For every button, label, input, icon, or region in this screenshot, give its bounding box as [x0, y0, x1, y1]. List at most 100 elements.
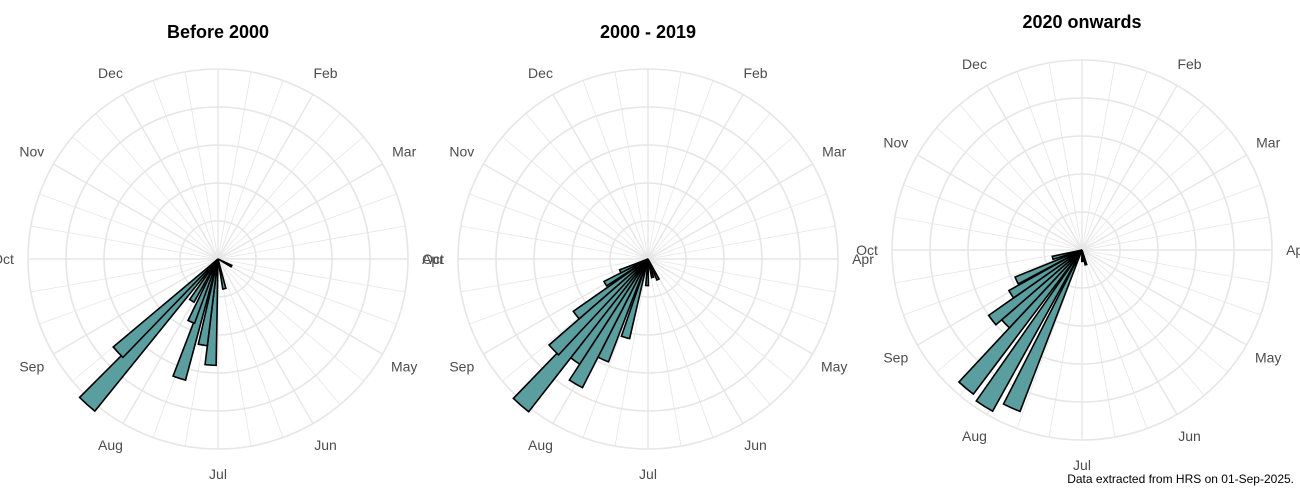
- grid-spoke: [217, 258, 383, 355]
- grid-spoke: [30, 225, 219, 260]
- grid-spoke: [217, 258, 406, 293]
- grid-spoke: [552, 94, 649, 260]
- month-label-aug: Aug: [98, 437, 123, 453]
- rose-panel-2: 2000 - 2019 Feb Mar Apr May Jun Jul Aug Sep Oct No…: [422, 22, 874, 482]
- grid-spoke: [1081, 104, 1205, 251]
- grid-spoke: [39, 193, 219, 260]
- grid-spoke: [647, 225, 836, 260]
- grid-spoke: [1081, 62, 1116, 251]
- rose-bar: [618, 258, 649, 274]
- rose-bar: [987, 249, 1083, 326]
- month-label-oct: Oct: [0, 251, 14, 267]
- rose-bar: [547, 258, 649, 357]
- rose-bar: [644, 258, 650, 287]
- month-label-oct: Oct: [422, 251, 444, 267]
- grid-spoke: [917, 154, 1083, 251]
- grid-spoke: [217, 94, 314, 260]
- rose-bar: [975, 249, 1083, 413]
- grid-spoke: [647, 258, 836, 293]
- month-label-apr: Apr: [1286, 242, 1300, 258]
- month-label-mar: Mar: [822, 144, 846, 160]
- grid-spoke: [217, 258, 284, 438]
- panel-title: Before 2000: [167, 22, 269, 42]
- grid-spoke: [469, 193, 649, 260]
- month-label-dec: Dec: [962, 56, 987, 72]
- grid-spoke: [39, 258, 219, 325]
- grid-spoke: [647, 71, 682, 260]
- grid-spoke: [647, 258, 682, 447]
- grid-spoke: [614, 258, 649, 447]
- grid-spoke: [1081, 249, 1116, 438]
- grid-spoke: [1081, 249, 1228, 373]
- rose-bar: [602, 258, 649, 288]
- month-label-oct: Oct: [856, 242, 878, 258]
- grid-spoke: [1081, 249, 1178, 415]
- month-label-may: May: [1255, 350, 1281, 366]
- grid-spoke: [647, 80, 714, 260]
- grid-spoke: [460, 258, 649, 293]
- month-label-jun: Jun: [1178, 428, 1201, 444]
- grid-spoke: [647, 163, 813, 260]
- grid-spoke: [72, 136, 219, 260]
- month-label-jun: Jun: [744, 437, 767, 453]
- grid-spoke: [1081, 249, 1247, 346]
- grid-spoke: [647, 258, 794, 382]
- grid-spoke: [217, 113, 341, 260]
- month-label-aug: Aug: [528, 437, 553, 453]
- panel-title: 2000 - 2019: [600, 22, 696, 42]
- month-label-jul: Jul: [209, 466, 227, 482]
- source-caption: Data extracted from HRS on 01-Sep-2025.: [1067, 472, 1294, 486]
- grid-spoke: [647, 258, 714, 438]
- rose-bar: [568, 258, 649, 389]
- rose-bar: [512, 258, 649, 413]
- grid-spoke: [614, 71, 649, 260]
- month-label-apr: Apr: [422, 251, 444, 267]
- grid-spoke: [936, 127, 1083, 251]
- grid-spoke: [217, 258, 397, 325]
- grid-spoke: [502, 136, 649, 260]
- rose-bar: [1081, 249, 1088, 266]
- rose-bar: [188, 258, 219, 304]
- grid-spoke: [460, 225, 649, 260]
- grid-spoke: [217, 258, 314, 424]
- grid-spoke: [122, 94, 219, 260]
- rose-bar: [1080, 249, 1084, 263]
- grid-spoke: [1081, 249, 1270, 284]
- month-label-nov: Nov: [883, 135, 908, 151]
- grid-spoke: [647, 136, 794, 260]
- grid-spoke: [217, 163, 383, 260]
- grid-spoke: [483, 163, 649, 260]
- rose-bar: [217, 258, 227, 290]
- grid-spoke: [1081, 154, 1247, 251]
- grid-spoke: [1016, 71, 1083, 251]
- rose-bar: [1014, 249, 1083, 285]
- rose-bar: [78, 258, 219, 413]
- grid-spoke: [894, 249, 1083, 284]
- month-label-dec: Dec: [528, 65, 553, 81]
- grid-spoke: [903, 184, 1083, 251]
- grid-spoke: [647, 258, 771, 405]
- grid-spoke: [1081, 85, 1178, 251]
- month-label-aug: Aug: [962, 428, 987, 444]
- month-label-jun: Jun: [314, 437, 337, 453]
- month-label-feb: Feb: [743, 65, 767, 81]
- grid-spoke: [986, 85, 1083, 251]
- grid-spoke: [1048, 62, 1083, 251]
- grid-spoke: [647, 258, 744, 424]
- grid-spoke: [30, 258, 219, 293]
- rose-bar: [186, 258, 219, 325]
- rose-bar: [1051, 249, 1083, 261]
- grid-spoke: [903, 249, 1083, 316]
- grid-spoke: [1081, 216, 1270, 251]
- rose-panel-1: Before 2000 Feb Mar Apr May Jun Jul Aug Sep Oct No…: [0, 22, 444, 482]
- month-label-sep: Sep: [883, 350, 908, 366]
- grid-spoke: [184, 71, 219, 260]
- month-label-sep: Sep: [449, 359, 474, 375]
- grid-spoke: [217, 258, 252, 447]
- month-label-dec: Dec: [98, 65, 123, 81]
- grid-spoke: [647, 113, 771, 260]
- rose-bar: [112, 258, 219, 359]
- month-label-apr: Apr: [852, 251, 874, 267]
- rose-bar: [1007, 249, 1083, 300]
